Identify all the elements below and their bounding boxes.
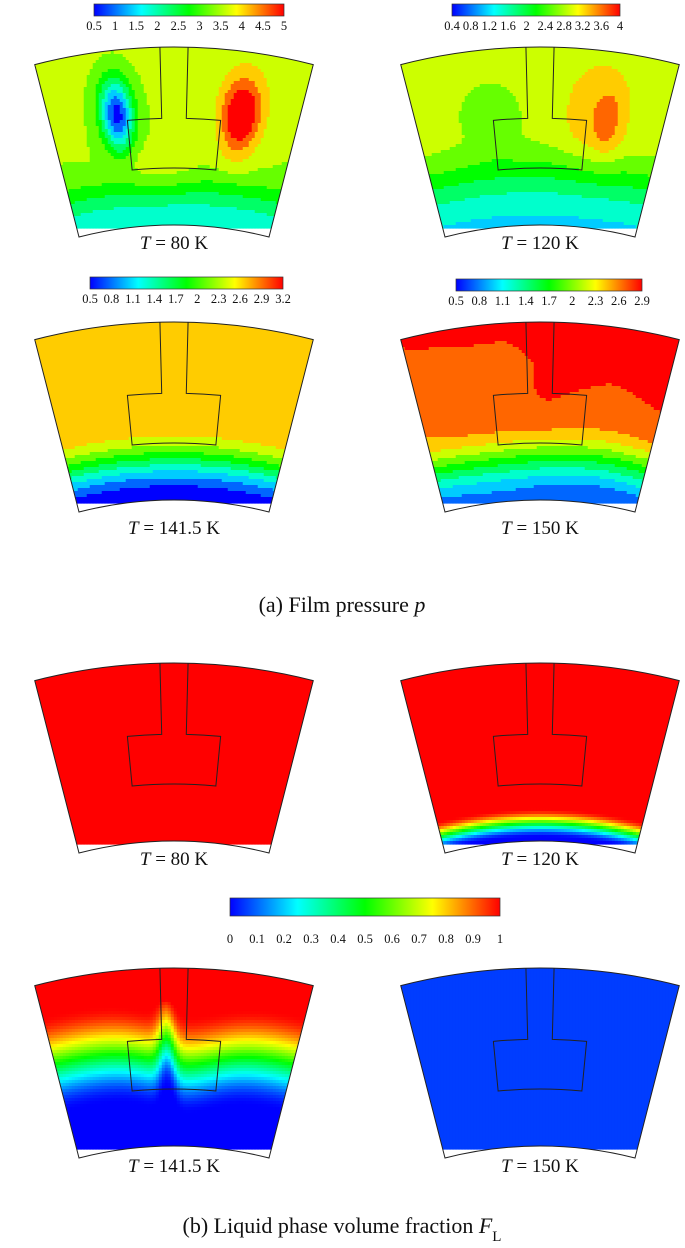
liquid-fraction-panel-120k: T = 120 K (400, 662, 680, 870)
colorbar-tick-label: 2 (154, 19, 160, 33)
colorbar-pressure-150k: 0.5 0.8 1.1 1.4 1.7 2 2.3 2.6 2.9 (448, 278, 650, 308)
colorbar-tick-label: 2.8 (556, 19, 572, 33)
colorbar-tick-label: 0.4 (444, 19, 460, 33)
colorbar-tick-label: 1.1 (125, 292, 141, 306)
colorbar-tick-label: 3.2 (575, 19, 591, 33)
colorbar-tick-label: 0.6 (384, 932, 400, 946)
colorbar-tick-label: 0.4 (330, 932, 346, 946)
colorbar-tick-label: 0.2 (276, 932, 292, 946)
colorbar-tick-label: 1.7 (168, 292, 184, 306)
colorbar-tick-label: 3.5 (213, 19, 229, 33)
panel-label-150k: T = 150 K (501, 518, 579, 539)
colorbar-tick-label: 2.9 (254, 292, 270, 306)
contour-liquid-fraction-80k (34, 662, 314, 854)
colorbar-tick-label: 0.8 (104, 292, 120, 306)
panel-label-80k: T = 80 K (140, 233, 209, 254)
colorbar-tick-label: 3.2 (275, 292, 291, 306)
colorbar-liquid-fraction: 0 0.1 0.2 0.3 0.4 0.5 0.6 0.7 0.8 0.9 1 (227, 897, 503, 946)
colorbar-tick-label: 2.6 (232, 292, 248, 306)
panel-label-141-5k: T = 141.5 K (128, 518, 220, 539)
pressure-panel-120k: 0.4 0.8 1.2 1.6 2 2.4 2.8 3.2 3.6 4 T = 120 K (400, 3, 680, 254)
colorbar-tick-label: 2 (569, 294, 575, 308)
contour-liquid-fraction-150k (400, 967, 680, 1159)
liquid-fraction-panel-150k: T = 150 K (400, 967, 680, 1177)
contour-field (400, 968, 680, 1150)
colorbar-tick-label: 0.7 (411, 932, 427, 946)
colorbar-tick-label: 2.3 (588, 294, 604, 308)
colorbar-tick-label: 0.8 (438, 932, 454, 946)
colorbar-tick-label: 0.5 (357, 932, 373, 946)
contour-liquid-fraction-141-5k (34, 967, 314, 1159)
contour-field (34, 663, 314, 845)
colorbar-tick-label: 4 (239, 19, 246, 33)
colorbar-tick-label: 1 (112, 19, 118, 33)
panel-label-b-80k: T = 80 K (140, 849, 209, 870)
colorbar-tick-label: 3.6 (594, 19, 610, 33)
colorbar-tick-label: 2 (194, 292, 200, 306)
colorbar-tick-label: 4.5 (255, 19, 271, 33)
colorbar-tick-label: 1.4 (147, 292, 163, 306)
colorbar-tick-label: 2.6 (611, 294, 627, 308)
liquid-fraction-panel-141-5k: T = 141.5 K (34, 967, 314, 1177)
colorbar-tick-label: 0.5 (448, 294, 464, 308)
panel-label-120k: T = 120 K (501, 233, 579, 254)
colorbar-tick-label: 5 (281, 19, 287, 33)
colorbar-pressure-80k: 0.5 1 1.5 2 2.5 3 3.5 4 4.5 5 (86, 3, 287, 33)
contour-field (400, 47, 680, 229)
contour-pressure-120k (400, 46, 680, 238)
contour-field (34, 47, 314, 229)
colorbar-tick-label: 2.5 (171, 19, 187, 33)
colorbar-tick-label: 0 (227, 932, 233, 946)
caption-a: (a) Film pressure p (259, 592, 426, 617)
colorbar-tick-label: 0.1 (249, 932, 265, 946)
colorbar-tick-label: 1.5 (128, 19, 144, 33)
pressure-panel-150k: 0.5 0.8 1.1 1.4 1.7 2 2.3 2.6 2.9 T = 150 K (400, 278, 680, 539)
panel-label-b-141-5k: T = 141.5 K (128, 1156, 220, 1177)
contour-field (34, 968, 314, 1150)
pressure-panel-80k: 0.5 1 1.5 2 2.5 3 3.5 4 4.5 5 T = 80 K (34, 3, 314, 254)
contour-field (400, 322, 680, 504)
colorbar-tick-label: 2 (524, 19, 530, 33)
panel-label-b-150k: T = 150 K (501, 1156, 579, 1177)
colorbar-tick-label: 0.5 (86, 19, 102, 33)
contour-field (34, 322, 314, 504)
colorbar-tick-label: 2.9 (634, 294, 650, 308)
colorbar-tick-label: 1.1 (495, 294, 511, 308)
colorbar-pressure-141-5k: 0.5 0.8 1.1 1.4 1.7 2 2.3 2.6 2.9 3.2 (82, 276, 291, 306)
colorbar-tick-label: 0.3 (303, 932, 319, 946)
colorbar-tick-label: 3 (196, 19, 202, 33)
colorbar-tick-label: 0.5 (82, 292, 98, 306)
colorbar-tick-label: 4 (617, 19, 624, 33)
colorbar-tick-label: 1.7 (541, 294, 557, 308)
contour-pressure-150k (400, 321, 680, 513)
colorbar-pressure-120k: 0.4 0.8 1.2 1.6 2 2.4 2.8 3.2 3.6 4 (444, 3, 624, 33)
colorbar-tick-label: 0.8 (471, 294, 487, 308)
colorbar-tick-label: 0.8 (463, 19, 479, 33)
contour-pressure-80k (34, 46, 314, 238)
liquid-fraction-panel-80k: T = 80 K (34, 662, 314, 870)
pressure-panel-141-5k: 0.5 0.8 1.1 1.4 1.7 2 2.3 2.6 2.9 3.2 T = 141.5 K (34, 276, 314, 539)
colorbar-tick-label: 1 (497, 932, 503, 946)
colorbar-tick-label: 1.4 (518, 294, 534, 308)
colorbar-tick-label: 2.3 (211, 292, 227, 306)
colorbar-tick-label: 2.4 (538, 19, 554, 33)
colorbar-tick-label: 1.2 (482, 19, 498, 33)
contour-field (400, 663, 680, 845)
colorbar-tick-label: 1.6 (500, 19, 516, 33)
contour-liquid-fraction-120k (400, 662, 680, 854)
panel-label-b-120k: T = 120 K (501, 849, 579, 870)
caption-b: (b) Liquid phase volume fraction FL (183, 1213, 502, 1245)
colorbar-tick-label: 0.9 (465, 932, 481, 946)
contour-pressure-141-5k (34, 321, 314, 513)
